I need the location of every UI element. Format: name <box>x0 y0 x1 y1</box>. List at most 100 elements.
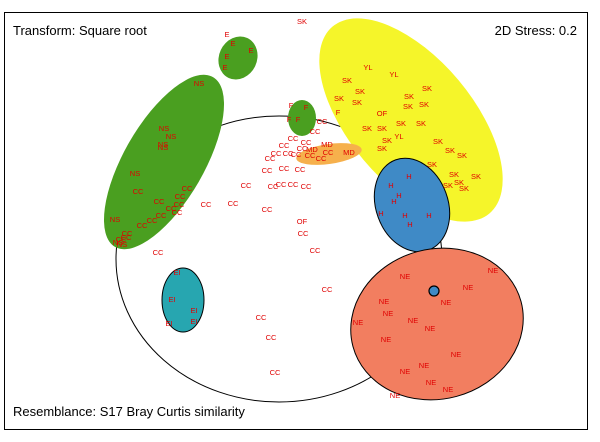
point-label: CC <box>266 333 277 342</box>
point-label: H <box>396 191 401 200</box>
point-label: CC <box>137 221 148 230</box>
cluster-ellipse-green-small-top <box>218 36 258 80</box>
point-label: F <box>336 108 341 117</box>
point-label: SK <box>342 76 352 85</box>
point-label: CC <box>316 154 327 163</box>
point-label: CC <box>310 246 321 255</box>
point-label: OF <box>377 109 388 118</box>
point-label: CC <box>228 199 239 208</box>
point-label: NS <box>194 79 204 88</box>
point-label: CC <box>310 127 321 136</box>
point-label: SK <box>445 146 455 155</box>
point-label: NE <box>463 283 473 292</box>
point-label: SK <box>355 87 365 96</box>
point-label: CC <box>265 154 276 163</box>
point-label: CC <box>283 149 294 158</box>
point-label: CC <box>182 184 193 193</box>
point-label: CC <box>133 187 144 196</box>
point-label: NS <box>113 238 123 247</box>
point-label: NS <box>130 169 140 178</box>
point-label: CC <box>301 182 312 191</box>
point-label: SK <box>382 136 392 145</box>
point-label: CC <box>276 180 287 189</box>
point-label: H <box>406 172 411 181</box>
point-label: SK <box>404 92 414 101</box>
point-label: SK <box>403 102 413 111</box>
point-label: NE <box>379 297 389 306</box>
point-label: CC <box>295 165 306 174</box>
point-label: CC <box>154 197 165 206</box>
point-label: NS <box>117 240 127 249</box>
point-label: CC <box>166 204 177 213</box>
point-label: SK <box>427 160 437 169</box>
point-label: SK <box>454 178 464 187</box>
point-label: E <box>230 39 235 48</box>
point-label: CC <box>291 150 302 159</box>
point-label: NE <box>443 385 453 394</box>
point-label: CC <box>262 166 273 175</box>
point-label: E <box>222 63 227 72</box>
point-label: CC <box>174 200 185 209</box>
point-label: H <box>388 181 393 190</box>
point-label: CC <box>201 200 212 209</box>
point-label: NS <box>159 124 169 133</box>
point-label: H <box>378 209 383 218</box>
point-label: SK <box>377 124 387 133</box>
point-label: NE <box>451 350 461 359</box>
point-label: CC <box>301 138 312 147</box>
point-label: CC <box>241 181 252 190</box>
point-label: H <box>402 211 407 220</box>
point-label: CC <box>288 134 299 143</box>
point-label: CC <box>122 229 133 238</box>
point-label: E <box>248 46 253 55</box>
transform-label: Transform: Square root <box>13 23 147 38</box>
point-label: SK <box>457 151 467 160</box>
point-label: F <box>296 115 301 124</box>
point-label: NS <box>158 143 168 152</box>
point-label: YL <box>389 70 398 79</box>
point-label: F <box>304 103 309 112</box>
point-label: NE <box>381 335 391 344</box>
point-label: CC <box>262 205 273 214</box>
point-label: OF <box>297 217 308 226</box>
point-label: H <box>426 211 431 220</box>
point-label: MD <box>306 145 318 154</box>
point-label: NE <box>441 298 451 307</box>
point-label: NE <box>390 391 400 400</box>
point-label: EI <box>173 268 180 277</box>
point-label: EI <box>190 317 197 326</box>
point-label: CC <box>153 248 164 257</box>
point-label: CC <box>279 164 290 173</box>
point-label: SK <box>377 144 387 153</box>
point-label: NE <box>353 318 363 327</box>
point-label: MD <box>343 148 355 157</box>
point-label: H <box>407 220 412 229</box>
point-label: CC <box>256 313 267 322</box>
point-label: SK <box>416 119 426 128</box>
point-label: E <box>224 52 229 61</box>
point-label: CC <box>279 141 290 150</box>
point-label: H <box>391 197 396 206</box>
resemblance-label: Resemblance: S17 Bray Curtis similarity <box>13 404 245 419</box>
cluster-ellipse-salmon <box>350 247 524 401</box>
point-label: SK <box>419 100 429 109</box>
point-label: CC <box>121 233 132 242</box>
point-label: SK <box>297 17 307 26</box>
point-label: CC <box>298 229 309 238</box>
point-label: EI <box>168 295 175 304</box>
point-label: SK <box>334 94 344 103</box>
point-label: NE <box>419 361 429 370</box>
point-label: NE <box>400 272 410 281</box>
point-label: SK <box>471 172 481 181</box>
point-label: EI <box>165 319 172 328</box>
point-label: MD <box>321 140 333 149</box>
point-label: NS <box>166 132 176 141</box>
cluster-ellipse-yellow <box>319 18 503 222</box>
cluster-ellipse-green-small-mid <box>288 100 316 136</box>
point-label: SK <box>352 98 362 107</box>
highlight-marker <box>428 285 440 297</box>
point-label: CC <box>156 211 167 220</box>
point-label: SK <box>459 184 469 193</box>
stress-label: 2D Stress: 0.2 <box>494 23 577 38</box>
point-label: NE <box>400 367 410 376</box>
